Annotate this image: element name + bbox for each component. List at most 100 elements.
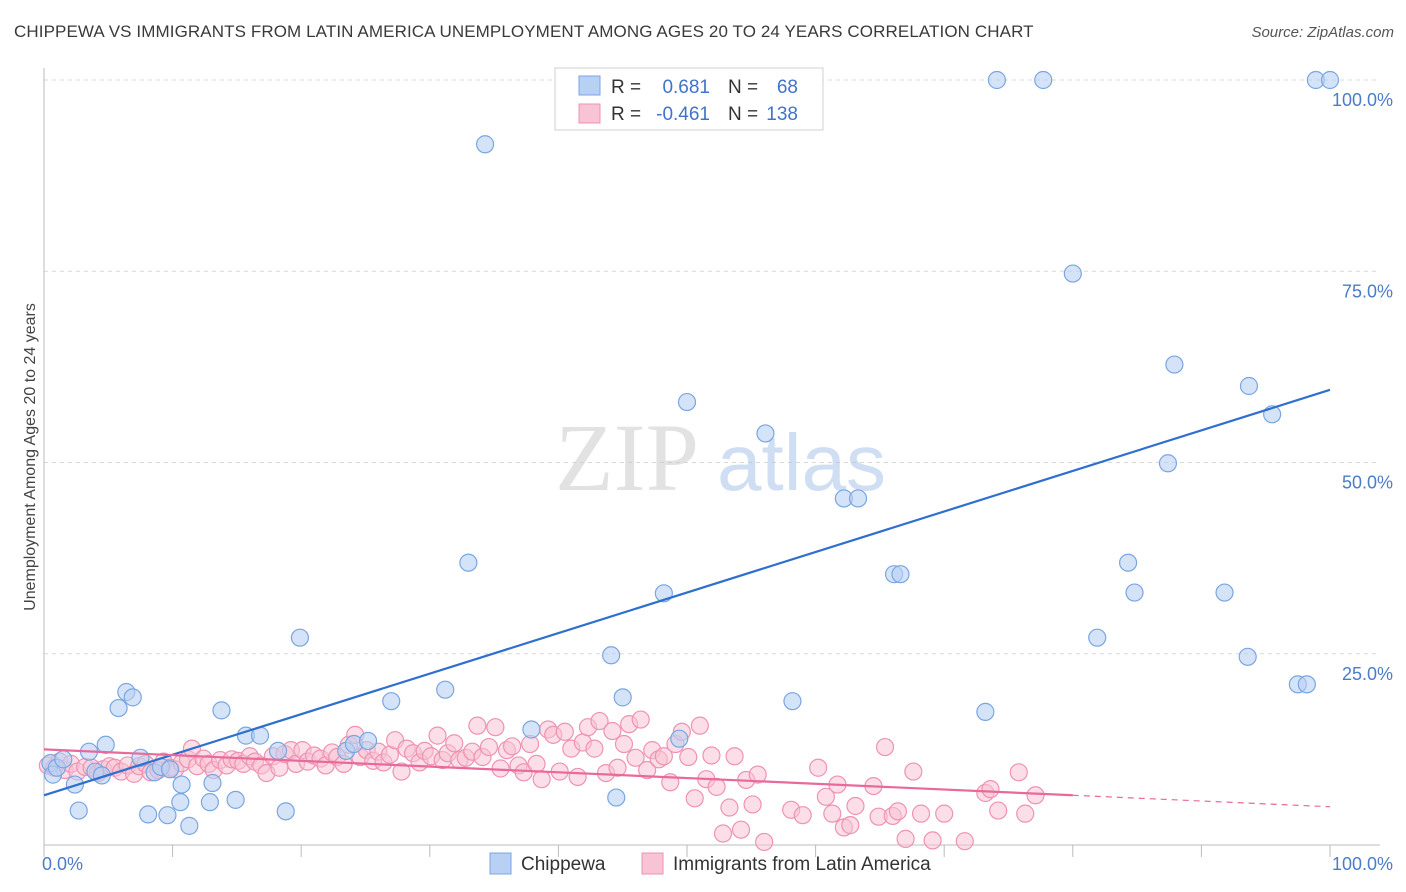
point-chippewa [987, 70, 1007, 90]
point-immigrants [875, 737, 895, 757]
point-chippewa [96, 735, 115, 754]
point-immigrants [568, 767, 587, 787]
legend-r-label: R = [611, 77, 641, 98]
point-chippewa [290, 628, 310, 647]
trend-line-chippewa [43, 388, 1331, 797]
bottom-legend-swatch-chippewa [489, 852, 512, 875]
point-immigrants [603, 721, 622, 741]
point-chippewa [200, 793, 219, 812]
point-chippewa [180, 816, 199, 835]
point-immigrants [720, 798, 739, 817]
point-immigrants [955, 832, 974, 851]
point-chippewa [382, 692, 401, 711]
y-tick-label: 25.0% [1342, 664, 1393, 684]
point-immigrants [479, 737, 499, 757]
point-chippewa [109, 698, 128, 718]
point-immigrants [555, 722, 574, 741]
point-immigrants [486, 718, 505, 737]
point-immigrants [527, 754, 546, 774]
chart-title: CHIPPEWA VS IMMIGRANTS FROM LATIN AMERIC… [14, 22, 1034, 41]
point-immigrants [1009, 763, 1028, 782]
point-immigrants [904, 762, 923, 781]
bottom-legend-swatch-immigrants [641, 852, 664, 875]
point-immigrants [685, 789, 704, 808]
point-chippewa [1125, 583, 1144, 602]
point-immigrants [846, 796, 865, 816]
point-immigrants [809, 758, 828, 777]
legend: R = 0.681 N = 68 R = -0.461 N = 138 [554, 67, 824, 131]
point-immigrants [989, 801, 1008, 820]
point-immigrants [743, 795, 762, 814]
point-chippewa [1238, 647, 1257, 666]
legend-r-value: -0.461 [656, 104, 710, 125]
point-immigrants [428, 726, 447, 745]
point-chippewa [848, 489, 868, 508]
point-chippewa [171, 793, 190, 812]
tick-labels: 100.0% 75.0% 50.0% 25.0% 0.0% 100.0% [42, 90, 1393, 874]
point-chippewa [1088, 628, 1107, 647]
point-chippewa [276, 802, 295, 821]
point-immigrants [514, 763, 533, 782]
point-immigrants [731, 820, 751, 839]
point-chippewa [1320, 70, 1340, 90]
point-immigrants [626, 748, 645, 767]
legend-n-label: N = [728, 77, 758, 98]
point-chippewa [1063, 264, 1082, 283]
point-chippewa [172, 775, 191, 794]
point-chippewa [1158, 454, 1178, 473]
point-chippewa [522, 720, 541, 739]
point-chippewa [756, 424, 775, 443]
axes [43, 68, 1380, 857]
bottom-legend-chippewa: Chippewa [521, 854, 606, 875]
point-immigrants [679, 747, 698, 767]
x-tick-label: 0.0% [42, 854, 83, 874]
y-tick-label: 50.0% [1342, 473, 1393, 493]
point-chippewa [459, 553, 478, 572]
point-immigrants [725, 747, 744, 766]
point-immigrants [981, 780, 1000, 799]
point-chippewa [670, 729, 689, 748]
point-chippewa [1034, 70, 1053, 90]
point-chippewa [613, 688, 632, 707]
point-immigrants [654, 747, 673, 766]
point-immigrants [896, 829, 915, 848]
y-tick-label: 100.0% [1332, 90, 1393, 110]
point-immigrants [585, 739, 604, 758]
x-tick-label: 100.0% [1332, 854, 1393, 874]
point-immigrants [935, 804, 954, 823]
point-immigrants [445, 734, 464, 753]
y-tick-label: 75.0% [1342, 281, 1393, 301]
point-immigrants [888, 802, 908, 821]
point-immigrants [748, 765, 767, 784]
point-immigrants [392, 762, 411, 781]
legend-r-label: R = [611, 104, 641, 125]
point-immigrants [1016, 804, 1035, 823]
series-immigrants-points [38, 710, 1045, 852]
y-axis-label: Unemployment Among Ages 20 to 24 years [22, 303, 39, 611]
trend-lines [43, 388, 1331, 808]
point-chippewa [54, 750, 73, 769]
point-immigrants [614, 734, 634, 754]
legend-r-value: 0.681 [662, 77, 710, 98]
point-chippewa [212, 701, 231, 720]
point-chippewa [436, 680, 455, 699]
watermark-zip: ZIP [555, 404, 699, 511]
point-immigrants [793, 806, 812, 825]
legend-n-value: 138 [766, 104, 798, 125]
point-immigrants [1026, 786, 1045, 805]
point-chippewa [358, 731, 378, 751]
trend-line-immigrants-extension [1072, 794, 1331, 808]
point-immigrants [590, 711, 609, 731]
legend-swatch-blue [578, 75, 601, 96]
point-immigrants [823, 804, 842, 823]
point-chippewa [475, 135, 495, 154]
point-immigrants [468, 716, 487, 735]
point-chippewa [226, 790, 245, 809]
point-chippewa [139, 805, 158, 824]
source-credit: Source: ZipAtlas.com [1251, 24, 1394, 41]
point-chippewa [203, 773, 222, 793]
point-chippewa [160, 760, 180, 779]
point-chippewa [783, 692, 802, 711]
point-chippewa [123, 688, 142, 707]
point-chippewa [677, 392, 697, 412]
